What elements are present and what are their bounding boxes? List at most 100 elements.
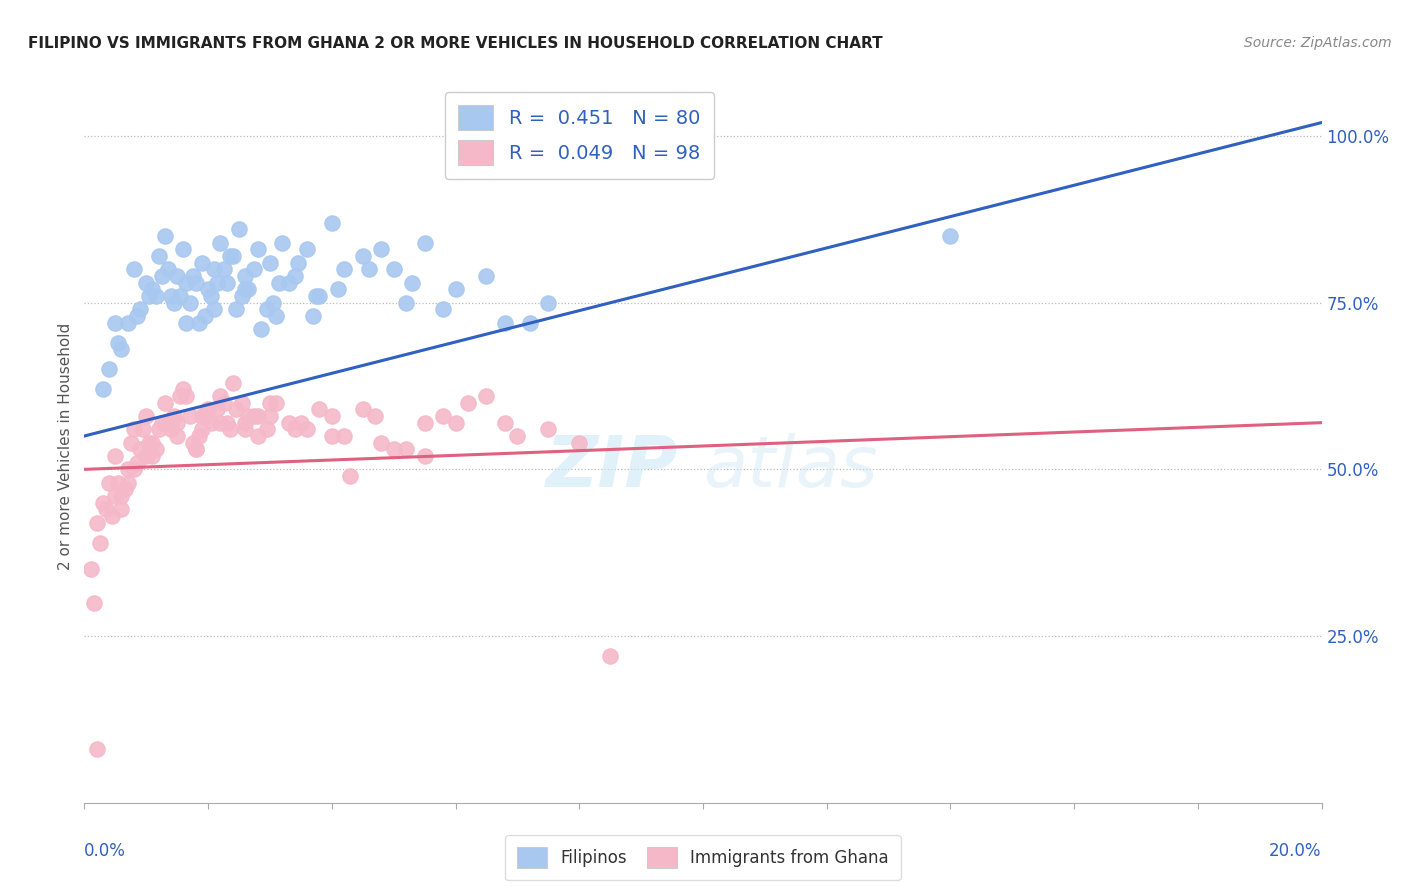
Point <box>233 416 256 430</box>
Point <box>98 475 121 490</box>
Point <box>86 516 108 530</box>
Point <box>209 235 232 250</box>
Point <box>184 276 207 290</box>
Point <box>305 289 328 303</box>
Point <box>129 442 152 457</box>
Point <box>107 335 129 350</box>
Text: ZIP: ZIP <box>546 433 678 502</box>
Point <box>156 262 179 277</box>
Point <box>308 402 330 417</box>
Point <box>135 409 157 423</box>
Point <box>231 395 253 409</box>
Point <box>413 235 436 250</box>
Point <box>135 276 157 290</box>
Point <box>132 422 155 436</box>
Point <box>101 509 124 524</box>
Point <box>215 276 238 290</box>
Point <box>302 309 325 323</box>
Point <box>141 435 163 450</box>
Y-axis label: 2 or more Vehicles in Household: 2 or more Vehicles in Household <box>58 322 73 570</box>
Point <box>568 435 591 450</box>
Point <box>166 416 188 430</box>
Point <box>202 302 225 317</box>
Point <box>117 475 139 490</box>
Point <box>194 409 217 423</box>
Point <box>321 216 343 230</box>
Point <box>138 289 160 303</box>
Point <box>166 268 188 283</box>
Legend: Filipinos, Immigrants from Ghana: Filipinos, Immigrants from Ghana <box>505 835 901 880</box>
Point <box>939 228 962 243</box>
Point <box>141 449 163 463</box>
Point <box>413 449 436 463</box>
Point <box>194 309 217 323</box>
Point <box>290 416 312 430</box>
Point <box>110 343 132 357</box>
Point <box>506 429 529 443</box>
Point <box>176 316 198 330</box>
Point <box>413 416 436 430</box>
Point <box>599 649 621 664</box>
Point <box>160 289 183 303</box>
Point <box>537 422 560 436</box>
Point <box>172 382 194 396</box>
Point <box>494 416 516 430</box>
Point <box>212 262 235 277</box>
Point <box>246 242 269 256</box>
Point <box>191 422 214 436</box>
Point <box>395 442 418 457</box>
Point <box>295 422 318 436</box>
Point <box>321 429 343 443</box>
Text: FILIPINO VS IMMIGRANTS FROM GHANA 2 OR MORE VEHICLES IN HOUSEHOLD CORRELATION CH: FILIPINO VS IMMIGRANTS FROM GHANA 2 OR M… <box>28 36 883 51</box>
Point <box>166 429 188 443</box>
Point <box>444 282 467 296</box>
Point <box>98 362 121 376</box>
Point <box>163 295 186 310</box>
Point <box>256 302 278 317</box>
Point <box>104 449 127 463</box>
Point <box>382 262 405 277</box>
Point <box>218 249 240 263</box>
Point <box>457 395 479 409</box>
Point <box>79 562 101 576</box>
Point <box>339 469 361 483</box>
Point <box>184 442 207 457</box>
Point <box>179 295 201 310</box>
Point <box>401 276 423 290</box>
Point <box>264 395 287 409</box>
Point <box>94 502 117 516</box>
Point <box>370 435 392 450</box>
Point <box>120 435 142 450</box>
Point <box>228 222 250 236</box>
Point <box>135 449 157 463</box>
Point <box>187 429 209 443</box>
Point <box>370 242 392 256</box>
Point <box>277 276 299 290</box>
Point <box>287 255 309 269</box>
Point <box>138 435 160 450</box>
Point <box>264 309 287 323</box>
Point <box>249 322 271 336</box>
Point <box>172 242 194 256</box>
Point <box>125 309 148 323</box>
Point <box>243 262 266 277</box>
Point <box>117 462 139 476</box>
Point <box>212 395 235 409</box>
Point <box>181 268 204 283</box>
Point <box>269 276 291 290</box>
Point <box>259 395 281 409</box>
Point <box>202 262 225 277</box>
Point <box>114 483 136 497</box>
Point <box>494 316 516 330</box>
Point <box>148 249 170 263</box>
Point <box>91 496 114 510</box>
Point <box>537 295 560 310</box>
Point <box>432 302 454 317</box>
Point <box>176 389 198 403</box>
Point <box>156 416 179 430</box>
Point <box>231 289 253 303</box>
Point <box>357 262 380 277</box>
Text: 20.0%: 20.0% <box>1270 842 1322 860</box>
Point <box>271 235 294 250</box>
Point <box>284 422 307 436</box>
